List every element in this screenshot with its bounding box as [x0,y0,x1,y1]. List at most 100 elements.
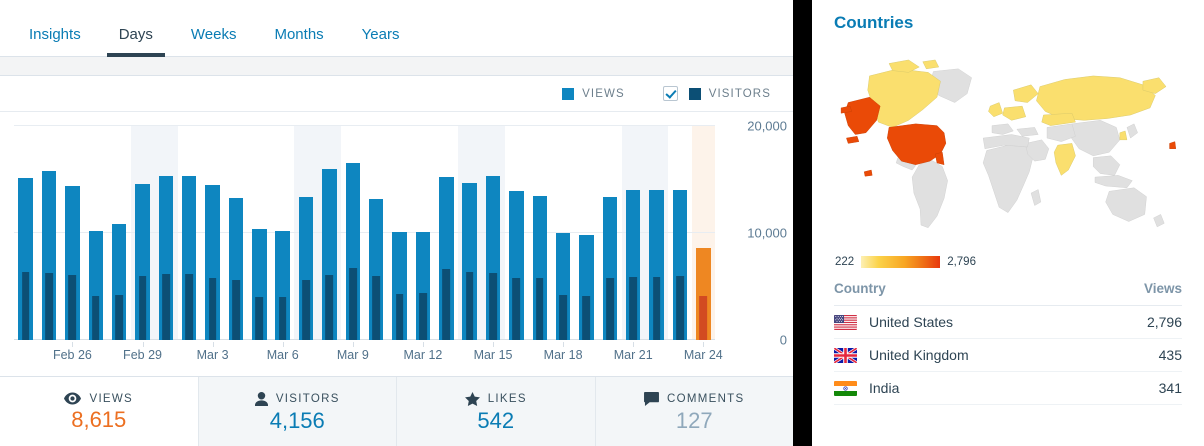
bar-group[interactable] [345,126,361,340]
site-stats-panel: Insights Days Weeks Months Years VIEWS VISIT… [0,0,793,446]
bar-group[interactable] [415,126,431,340]
x-axis-tick-label: Mar 24 [683,348,723,362]
tab-months[interactable]: Months [255,27,342,56]
bar-group[interactable] [275,126,290,340]
bar-group[interactable] [88,126,104,340]
bar-visitors [582,296,591,340]
x-axis-tick [422,342,424,347]
bar-group[interactable] [205,126,220,340]
tab-label: Insights [29,26,81,43]
bar-group[interactable] [41,126,57,340]
country-row[interactable]: United Kingdom 435 [834,339,1182,372]
summary-stat-comments[interactable]: COMMENTS 127 [594,377,793,446]
bar-visitors [232,280,240,340]
bar-group[interactable] [65,126,80,340]
bar-group[interactable] [602,126,618,340]
column-header-views: Views [1143,281,1182,296]
views-color-chip [562,87,575,100]
bar-visitors [395,294,404,340]
bar-visitors [255,297,264,340]
visitors-checkbox[interactable] [662,86,678,101]
country-views: 341 [1158,380,1182,396]
stats-chart[interactable]: 0 10,000 20,000 Feb 26 Feb 29 Mar 3 Mar 6 Mar … [0,112,793,376]
country-row[interactable]: United States 2,796 [834,306,1182,339]
chart-plot-area [14,125,715,340]
summary-stat-likes[interactable]: LIKES 542 [396,377,595,446]
chart-legend: VIEWS VISITORS [0,76,793,112]
bar-group[interactable] [298,126,314,340]
summary-stat-label: LIKES [487,392,527,405]
map-strong-highlight-countries [840,96,1177,177]
tab-label: Months [274,26,324,43]
tab-years[interactable]: Years [343,27,419,56]
bar-group[interactable] [111,126,127,340]
legend-label-views: VIEWS [582,87,625,100]
bar-group[interactable] [555,126,571,340]
bar-group[interactable] [696,126,711,340]
tab-weeks[interactable]: Weeks [172,27,256,56]
bar-group[interactable] [485,126,501,340]
world-map[interactable] [834,39,1182,254]
countries-title: Countries [834,13,914,32]
bar-group[interactable] [182,126,197,340]
bar-group[interactable] [672,126,688,340]
bar-group[interactable] [439,126,454,340]
summary-stat-header: LIKES [464,391,527,406]
bar-group[interactable] [579,126,594,340]
bar-visitors [91,296,100,340]
country-name: United States [869,314,954,330]
gridline-20000 [14,125,715,126]
x-axis-tick-label: Mar 3 [196,348,229,362]
bar-group[interactable] [625,126,641,340]
x-axis-tick [212,342,214,347]
x-axis-tick-label: Mar 15 [473,348,513,362]
country-views: 2,796 [1146,314,1182,330]
x-axis-tick-label: Feb 29 [123,348,162,362]
bar-group[interactable] [135,126,150,340]
bar-group[interactable] [649,126,664,340]
country-row[interactable]: India 341 [834,372,1182,405]
gradient-max-value: 2,796 [947,256,976,268]
summary-stat-value: 127 [675,407,713,433]
bar-visitors [115,295,123,340]
us-flag-icon [834,314,857,330]
bar-group[interactable] [252,126,267,340]
bar-group[interactable] [158,126,174,340]
x-axis-tick-label: Mar 6 [266,348,299,362]
bar-visitors [489,272,497,340]
summary-stat-header: COMMENTS [644,391,745,406]
period-tabs: Insights Days Weeks Months Years [0,0,793,57]
bar-group[interactable] [392,126,407,340]
y-axis-tick-label: 0 [779,332,787,348]
bar-group[interactable] [18,126,33,340]
legend-item-views[interactable]: VIEWS [562,87,625,100]
summary-stat-views[interactable]: VIEWS 8,615 [0,377,198,446]
x-axis-tick [563,342,565,347]
x-axis-tick [633,342,635,347]
bar-visitors [419,292,427,340]
country-name-cell: United Kingdom [834,347,1159,363]
bar-group[interactable] [368,126,384,340]
tab-insights[interactable]: Insights [10,27,100,56]
bar-group[interactable] [532,126,547,340]
map-base-countries [895,68,1165,228]
legend-label-visitors: VISITORS [708,87,771,100]
bar-visitors [652,276,661,340]
tab-days[interactable]: Days [100,27,172,57]
bar-visitors [185,273,194,340]
legend-item-visitors[interactable]: VISITORS [662,86,771,101]
x-axis-tick [493,342,495,347]
bar-visitors [68,274,77,340]
summary-stat-label: COMMENTS [667,392,745,405]
bar-visitors [302,280,310,340]
bar-visitors [676,275,684,340]
bar-group[interactable] [462,126,477,340]
star-icon [464,391,480,406]
x-axis-tick [72,342,74,347]
bar-group[interactable] [228,126,244,340]
summary-stat-label: VISITORS [275,392,340,405]
bar-group[interactable] [509,126,524,340]
summary-stat-visitors[interactable]: VISITORS 4,156 [197,377,396,446]
bar-group[interactable] [322,126,337,340]
summary-stat-value: 8,615 [71,407,127,432]
